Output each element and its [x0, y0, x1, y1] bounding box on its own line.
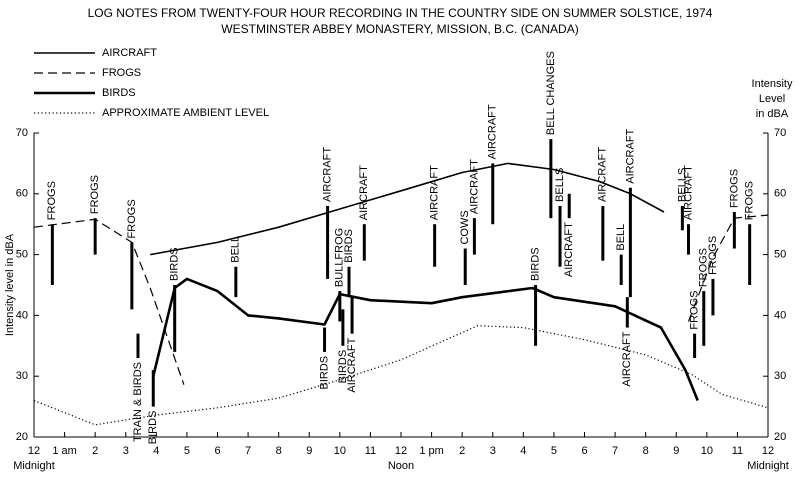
event-label: FROGS: [698, 248, 710, 287]
event-label: BIRDS: [529, 247, 541, 281]
y-tick-label: 50: [16, 249, 28, 261]
x-tick-label: 2: [459, 445, 465, 457]
event-label: BELL: [615, 224, 627, 251]
event-label: AIRCRAFT: [682, 165, 694, 220]
x-tick-label: 12: [28, 445, 40, 457]
y-tick-label: 40: [16, 309, 28, 321]
y-tick-label: 30: [16, 370, 28, 382]
y-tick-label: 70: [16, 127, 28, 139]
legend-label: BIRDS: [102, 87, 136, 99]
legend-label: AIRCRAFT: [102, 47, 157, 59]
x-tick-label: 4: [520, 445, 526, 457]
y2-axis-label: Level: [759, 93, 785, 105]
event-label: BELL CHANGES: [545, 51, 557, 135]
x-sublabel: Noon: [388, 460, 414, 472]
event-label: AIRCRAFT: [322, 147, 334, 202]
x-tick-label: 12: [395, 445, 407, 457]
event-label: FROGS: [728, 169, 740, 208]
x-tick-label: 9: [306, 445, 312, 457]
x-tick-label: 7: [245, 445, 251, 457]
series-line: [33, 325, 769, 426]
y2-axis-label: in dBA: [756, 108, 789, 120]
event-label: BIRDS: [337, 350, 349, 384]
series-line: [152, 277, 699, 401]
y2-tick-label: 50: [774, 249, 786, 261]
x-tick-label: 1 pm: [419, 445, 443, 457]
event-label: BELLS: [554, 168, 566, 202]
legend-label: APPROXIMATE AMBIENT LEVEL: [102, 107, 269, 119]
event-label: BELLS: [676, 168, 688, 202]
event-label: AIRCRAFT: [621, 331, 633, 386]
event-label: BELL: [230, 236, 242, 263]
event-label: COWS: [459, 210, 471, 244]
series-line: [33, 214, 769, 385]
y2-tick-label: 40: [774, 309, 786, 321]
x-tick-label: 12: [762, 445, 774, 457]
event-label: AIRCRAFT: [358, 165, 370, 220]
x-tick-label: 3: [123, 445, 129, 457]
x-tick-label: 5: [551, 445, 557, 457]
x-sublabel: Midnight: [13, 460, 55, 472]
event-label: FROGS: [744, 181, 756, 220]
x-tick-label: 6: [214, 445, 220, 457]
event-label: BIRDS: [318, 356, 330, 390]
x-tick-label: 10: [334, 445, 346, 457]
x-tick-label: 6: [581, 445, 587, 457]
event-label: FROGS: [707, 236, 719, 275]
event-label: AIRCRAFT: [468, 159, 480, 214]
y-tick-label: 20: [16, 431, 28, 443]
x-tick-label: 3: [490, 445, 496, 457]
x-tick-label: 8: [643, 445, 649, 457]
x-tick-label: 11: [365, 445, 376, 457]
y2-tick-label: 70: [774, 127, 786, 139]
event-label: FROGS: [689, 291, 701, 330]
x-tick-label: 5: [184, 445, 190, 457]
legend-label: FROGS: [102, 67, 141, 79]
event-label: BIRDS: [169, 247, 181, 281]
x-tick-label: 2: [92, 445, 98, 457]
event-label: AIRCRAFT: [429, 165, 441, 220]
event-label: AIRCRAFT: [346, 337, 358, 392]
x-sublabel: Midnight: [747, 460, 789, 472]
event-label: AIRCRAFT: [563, 222, 575, 277]
event-label: TRAIN & BIRDS: [132, 362, 144, 442]
x-tick-label: 8: [276, 445, 282, 457]
event-label: BULLFROG: [334, 228, 346, 287]
y2-tick-label: 20: [774, 431, 786, 443]
event-label: FROGS: [89, 175, 101, 214]
y2-tick-label: 60: [774, 188, 786, 200]
y2-axis-label: Intensity: [752, 78, 793, 90]
event-label: AIRCRAFT: [487, 104, 499, 159]
y-tick-label: 60: [16, 188, 28, 200]
x-tick-label: 9: [673, 445, 679, 457]
event-label: FROGS: [46, 181, 58, 220]
event-label: FROGS: [126, 199, 138, 238]
y-axis-label: Intensity level in dBA: [4, 233, 16, 336]
event-label: AIRCRAFT: [624, 128, 636, 183]
chart-subtitle: WESTMINSTER ABBEY MONASTERY, MISSION, B.…: [221, 22, 578, 36]
x-tick-label: 4: [153, 445, 159, 457]
event-label: BIRDS: [147, 411, 159, 445]
series-line: [150, 162, 665, 256]
x-tick-label: 7: [612, 445, 618, 457]
x-tick-label: 1 am: [52, 445, 76, 457]
y2-tick-label: 30: [774, 370, 786, 382]
x-tick-label: 10: [701, 445, 713, 457]
event-label: BIRDS: [343, 229, 355, 263]
x-tick-label: 11: [732, 445, 743, 457]
chart-title: LOG NOTES FROM TWENTY-FOUR HOUR RECORDIN…: [88, 6, 713, 20]
event-label: AIRCRAFT: [597, 147, 609, 202]
